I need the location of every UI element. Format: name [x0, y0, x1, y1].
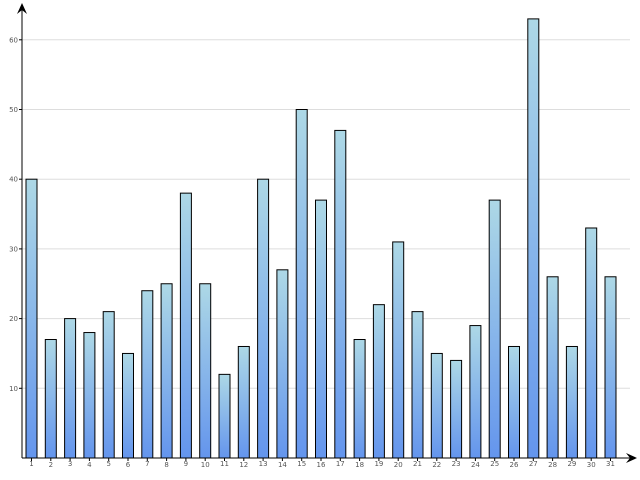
x-tick-label: 24 — [471, 461, 480, 469]
y-tick-labels: 10 20 30 40 50 60 — [9, 36, 22, 393]
bar-5 — [102, 311, 115, 459]
bar-26 — [508, 345, 520, 459]
bar-14 — [276, 269, 289, 459]
y-tick-label: 20 — [9, 315, 18, 323]
x-tick-label: 29 — [567, 460, 576, 468]
x-tick-label: 16 — [317, 461, 326, 469]
bar-13 — [257, 178, 270, 459]
bar-19 — [372, 304, 385, 459]
x-tick-labels: 1 2 3 4 5 6 7 8 9 10 11 12 13 14 15 16 17 18 19 20 21 22 23 24 2… — [29, 458, 615, 469]
x-tick-label: 1 — [29, 460, 33, 468]
x-tick-label: 8 — [164, 461, 168, 469]
bar-7 — [141, 290, 154, 459]
x-tick-label: 19 — [374, 460, 383, 468]
bar-23 — [450, 359, 463, 459]
x-tick-label: 18 — [355, 461, 364, 469]
bar-2 — [44, 339, 57, 459]
x-tick-label: 11 — [220, 460, 229, 468]
y-tick-label: 10 — [9, 385, 18, 393]
y-tick-label: 40 — [9, 176, 18, 184]
bar-18 — [353, 339, 366, 459]
x-tick-label: 4 — [87, 461, 92, 469]
bar-1 — [25, 178, 38, 459]
x-tick-label: 2 — [49, 461, 53, 469]
x-tick-label: 12 — [239, 461, 248, 469]
bar-22 — [430, 352, 443, 459]
x-tick-label: 23 — [452, 460, 461, 468]
bar-15 — [295, 109, 308, 459]
bar-29 — [565, 345, 578, 459]
bar-3 — [64, 318, 77, 459]
bar-24 — [469, 325, 482, 459]
x-tick-label: 28 — [548, 461, 557, 469]
x-tick-label: 17 — [336, 460, 345, 468]
y-axis-arrow-icon — [17, 3, 27, 14]
x-tick-label: 26 — [510, 461, 519, 469]
x-tick-label: 31 — [606, 460, 615, 468]
bar-10 — [199, 283, 212, 459]
bar-20 — [392, 241, 405, 459]
bars — [25, 18, 617, 459]
bar-21 — [411, 311, 424, 459]
bar-16 — [315, 199, 327, 459]
bar-25 — [488, 199, 501, 459]
x-tick-label: 3 — [68, 460, 72, 468]
x-tick-label: 14 — [278, 461, 287, 469]
y-tick-label: 30 — [9, 245, 18, 253]
bar-6 — [122, 352, 134, 459]
x-tick-label: 21 — [413, 460, 422, 468]
bar-31 — [604, 276, 617, 459]
bar-27 — [527, 18, 540, 459]
x-tick-label: 7 — [145, 460, 149, 468]
bar-12 — [237, 345, 250, 459]
x-tick-label: 22 — [432, 461, 441, 469]
axes — [17, 3, 637, 463]
x-tick-label: 25 — [490, 460, 499, 468]
x-tick-label: 20 — [394, 461, 403, 469]
x-tick-label: 15 — [297, 460, 306, 468]
bar-30 — [585, 227, 598, 459]
y-tick-label: 60 — [9, 36, 18, 44]
x-axis-arrow-icon — [626, 453, 637, 463]
bar-9 — [179, 192, 192, 459]
x-tick-label: 27 — [529, 460, 538, 468]
x-tick-label: 10 — [201, 461, 210, 469]
bar-17 — [334, 129, 347, 459]
x-tick-label: 13 — [259, 460, 268, 468]
bar-8 — [160, 283, 173, 459]
x-tick-label: 5 — [106, 460, 110, 468]
x-tick-label: 9 — [184, 460, 188, 468]
bar-11 — [218, 373, 231, 459]
y-tick-label: 50 — [9, 106, 18, 114]
x-tick-label: 30 — [587, 461, 596, 469]
bar-4 — [83, 332, 96, 459]
x-tick-label: 6 — [126, 461, 131, 469]
bar-28 — [546, 276, 559, 459]
